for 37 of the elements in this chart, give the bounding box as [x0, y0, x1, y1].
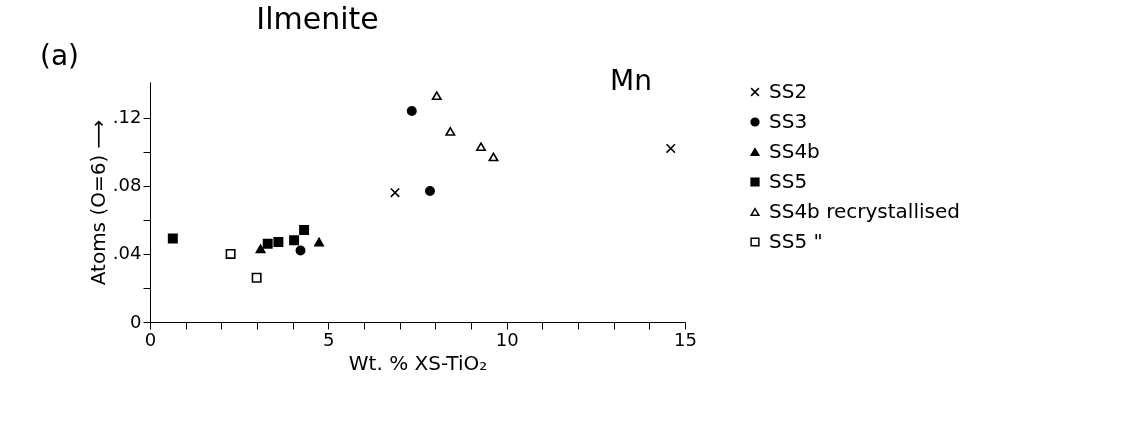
- y-tick-label: .12: [112, 106, 142, 128]
- point: [314, 237, 325, 247]
- point: [299, 225, 310, 236]
- annotation: Mn: [610, 64, 652, 97]
- point: [262, 238, 273, 249]
- point: [167, 233, 178, 244]
- legend-label: SS5: [769, 169, 808, 193]
- point: [431, 91, 442, 101]
- point: [425, 185, 435, 196]
- chart-title: Ilmenite: [256, 1, 379, 36]
- point: [273, 237, 284, 247]
- legend-label: SS3: [769, 109, 808, 133]
- y-tick-label: .08: [112, 174, 142, 196]
- point: [488, 152, 499, 162]
- point: [390, 187, 401, 198]
- x-tick-label: 0: [144, 328, 157, 350]
- x-tick-label: 10: [495, 328, 519, 350]
- y-axis-title: Atoms (O=6) ⟶: [85, 119, 110, 286]
- y-tick-label: .04: [112, 242, 142, 264]
- point: [476, 142, 486, 152]
- legend-label: SS4b: [769, 139, 820, 163]
- legend-label: SS2: [769, 79, 808, 103]
- point: [289, 235, 300, 246]
- y-tick-label: 0: [130, 310, 142, 332]
- legend-label: SS4b recrystallised: [769, 199, 960, 223]
- legend-label: SS5 ": [769, 229, 823, 253]
- point: [406, 105, 417, 116]
- point: [445, 126, 456, 136]
- point: [255, 244, 266, 254]
- x-axis-title: Wt. % XS-TiO₂: [348, 350, 488, 375]
- x-tick-label: 15: [674, 328, 697, 350]
- text: (a): [40, 39, 80, 72]
- point: [225, 248, 236, 259]
- x-tick-label: 5: [323, 328, 335, 350]
- point: [295, 245, 306, 256]
- point: [251, 272, 262, 283]
- point: [665, 143, 676, 154]
